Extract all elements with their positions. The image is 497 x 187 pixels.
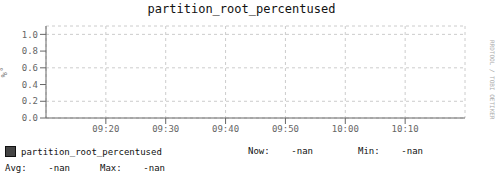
html-text:partition_root_percentused: partition_root_percentused — [147, 2, 336, 16]
svg-text:0.8: 0.8 — [22, 46, 38, 56]
html-text:RRDTOOL / TOBI OETIKER: RRDTOOL / TOBI OETIKER — [489, 40, 496, 120]
svg-text:09:40: 09:40 — [212, 124, 239, 134]
svg-text:%°: %° — [8, 67, 9, 78]
svg-text:0.0: 0.0 — [22, 113, 38, 123]
html-text:Avg: -nan: Avg: -nan — [5, 163, 70, 173]
svg-text:1.0: 1.0 — [22, 30, 38, 40]
html-text:Max: -nan: Max: -nan — [100, 163, 165, 173]
svg-text:09:20: 09:20 — [92, 124, 119, 134]
html-text:Min: -nan: Min: -nan — [358, 146, 423, 156]
svg-text:09:30: 09:30 — [152, 124, 179, 134]
svg-text:10:00: 10:00 — [332, 124, 359, 134]
html-text:partition_root_percentused: partition_root_percentused — [21, 146, 162, 157]
html-text:Now: -nan: Now: -nan — [248, 146, 313, 156]
svg-text:0.6: 0.6 — [22, 63, 38, 73]
svg-text:09:50: 09:50 — [272, 124, 299, 134]
svg-text:0.4: 0.4 — [22, 80, 38, 90]
svg-text:0.2: 0.2 — [22, 96, 38, 106]
svg-text:10:10: 10:10 — [392, 124, 419, 134]
